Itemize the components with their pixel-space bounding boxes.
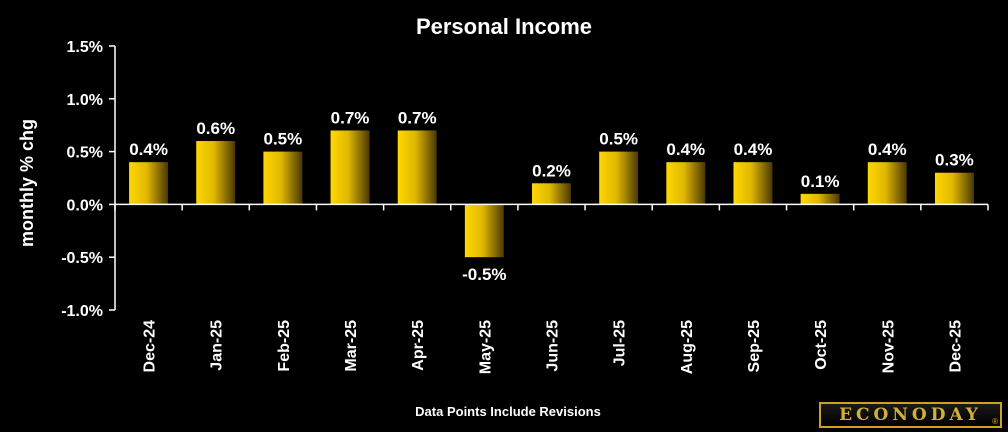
- y-tick-label: -1.0%: [61, 303, 103, 320]
- y-tick-label: 0.0%: [67, 197, 103, 214]
- data-label: 0.6%: [196, 119, 235, 138]
- bar: [532, 183, 571, 205]
- x-tick-label: Apr-25: [410, 320, 427, 371]
- x-tick-label: Jul-25: [612, 320, 629, 366]
- bar: [867, 162, 907, 205]
- data-label: 0.3%: [935, 151, 974, 170]
- logo-registered-mark: ®: [992, 417, 998, 426]
- x-tick-label: Sep-25: [746, 320, 763, 373]
- x-tick-label: Dec-24: [142, 320, 159, 373]
- data-label: 0.4%: [666, 140, 705, 159]
- y-tick-label: 1.0%: [67, 92, 103, 109]
- bar: [129, 162, 169, 205]
- econoday-logo: ECONODAY ®: [819, 402, 1002, 428]
- x-tick-label: Dec-25: [947, 320, 964, 373]
- bar: [196, 141, 236, 205]
- x-tick-label: Nov-25: [880, 320, 897, 373]
- bar: [397, 130, 437, 205]
- y-tick-label: 0.5%: [67, 145, 103, 162]
- data-label: 0.7%: [398, 108, 437, 127]
- chart-title: Personal Income: [416, 14, 592, 39]
- x-tick-label: May-25: [477, 320, 494, 374]
- bar: [666, 162, 706, 205]
- y-tick-label: -0.5%: [61, 250, 103, 267]
- data-label: 0.5%: [264, 130, 303, 149]
- x-tick-label: Feb-25: [276, 320, 293, 372]
- data-label: 0.7%: [331, 108, 370, 127]
- bar: [733, 162, 773, 205]
- data-label: 0.4%: [868, 140, 907, 159]
- data-label: 0.4%: [129, 140, 168, 159]
- bar: [330, 130, 370, 205]
- x-tick-label: Jan-25: [209, 320, 226, 371]
- footnote: Data Points Include Revisions: [415, 404, 601, 419]
- logo-text: ECONODAY: [839, 405, 982, 425]
- data-label: 0.1%: [801, 172, 840, 191]
- x-tick-label: Oct-25: [813, 320, 830, 370]
- bar: [263, 151, 303, 205]
- data-label: 0.2%: [532, 161, 571, 180]
- data-label: -0.5%: [462, 265, 506, 284]
- y-tick-label: 1.5%: [67, 39, 103, 56]
- bar: [599, 151, 639, 205]
- data-label: 0.4%: [734, 140, 773, 159]
- bar: [934, 172, 974, 205]
- x-tick-label: Aug-25: [679, 320, 696, 374]
- bar: [464, 204, 504, 258]
- y-axis-label: monthly % chg: [17, 119, 37, 247]
- bar: [800, 193, 840, 205]
- x-tick-label: Mar-25: [343, 320, 360, 372]
- data-label: 0.5%: [599, 130, 638, 149]
- x-tick-label: Jun-25: [545, 320, 562, 372]
